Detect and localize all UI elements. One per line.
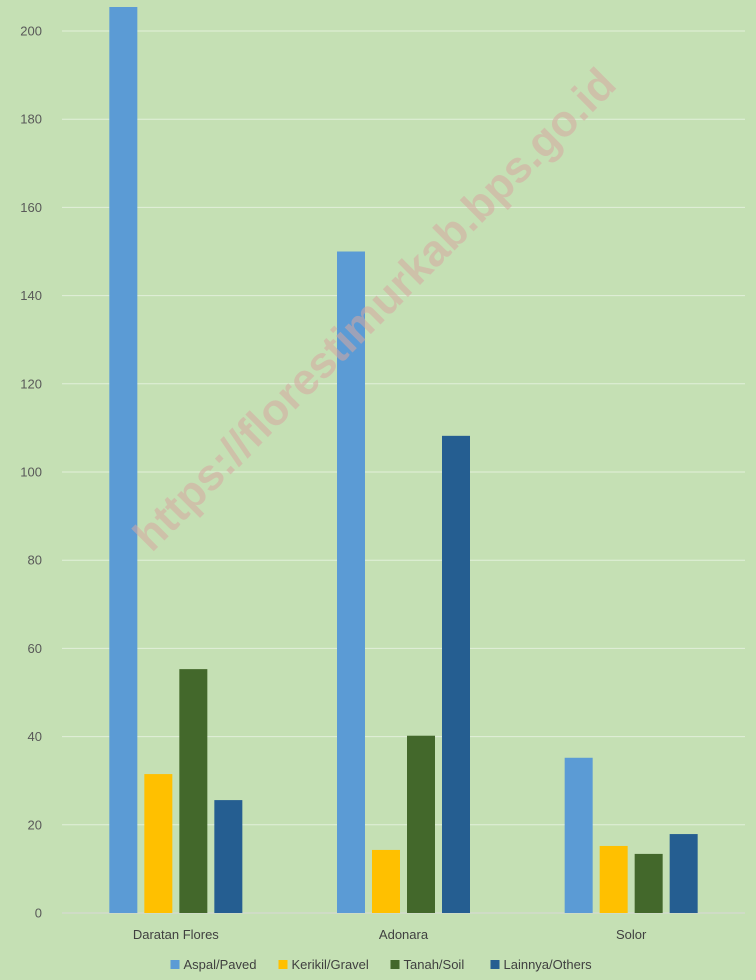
- y-tick-label: 0: [35, 906, 42, 921]
- legend-swatch: [170, 960, 180, 969]
- bar: [109, 7, 138, 913]
- bar: [442, 435, 470, 913]
- y-tick-label: 40: [28, 729, 42, 744]
- y-tick-label: 180: [20, 112, 42, 127]
- gridlines: [62, 30, 745, 914]
- legend: Aspal/Paved Kerikil/Gravel Tanah/Soil Lainn…: [170, 957, 593, 972]
- bar: [599, 845, 628, 913]
- legend-label: Aspal/Paved: [184, 957, 257, 972]
- bar: [337, 251, 365, 913]
- x-category-label: Solor: [616, 927, 647, 942]
- bar: [407, 735, 435, 913]
- legend-label: Kerikil/Gravel: [292, 957, 369, 972]
- bar: [564, 757, 593, 913]
- y-tick-label: 100: [20, 465, 42, 480]
- y-tick-label: 200: [20, 24, 42, 39]
- legend-label: Lainnya/Others: [504, 957, 593, 972]
- y-tick-label: 20: [28, 817, 42, 832]
- x-category-label: Adonara: [379, 927, 429, 942]
- bar: [372, 849, 400, 913]
- bar: [634, 853, 663, 913]
- y-tick-label: 60: [28, 641, 42, 656]
- bar: [179, 669, 208, 913]
- x-category-label: Daratan Flores: [133, 927, 219, 942]
- bar: [669, 834, 698, 913]
- legend-label: Tanah/Soil: [404, 957, 465, 972]
- legend-swatch: [390, 960, 400, 969]
- bars: [109, 7, 698, 913]
- y-tick-label: 140: [20, 288, 42, 303]
- x-axis: Daratan Flores Adonara Solor: [133, 927, 647, 942]
- bar: [144, 774, 173, 913]
- y-tick-label: 120: [20, 376, 42, 391]
- y-tick-label: 160: [20, 200, 42, 215]
- y-tick-label: 80: [28, 553, 42, 568]
- legend-swatch: [278, 960, 288, 969]
- legend-swatch: [490, 960, 500, 969]
- y-axis: 0 20 40 60 80 100 120 140 160 180 200: [20, 24, 42, 921]
- bar: [214, 800, 243, 913]
